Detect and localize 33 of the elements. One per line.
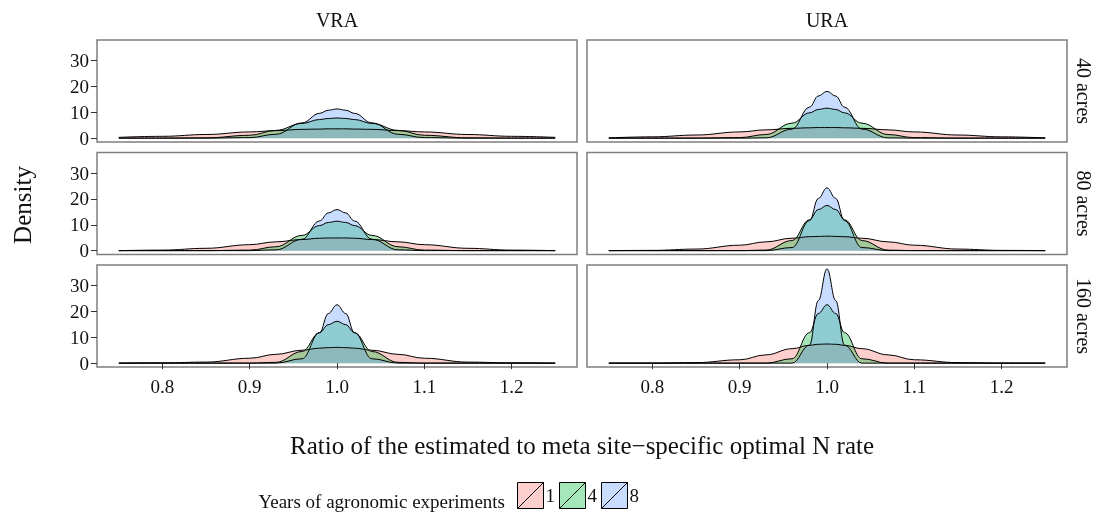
legend-label: 8	[629, 485, 639, 506]
text: 80 acres	[1073, 170, 1095, 237]
y-tick-label: 20	[70, 188, 89, 210]
y-tick-label: 30	[70, 50, 89, 72]
chart-title: VRA	[315, 9, 359, 31]
y-tick-label: 10	[70, 101, 89, 123]
x-tick-label: 1.2	[989, 376, 1014, 397]
chart-title: URA	[805, 9, 849, 31]
x-tick-label: 1.1	[412, 376, 437, 397]
x-tick-label: 1.0	[325, 376, 349, 397]
x-tick-label: 0.8	[640, 376, 665, 397]
x-tick-label: 1.1	[902, 376, 927, 397]
y-tick-label: 20	[70, 300, 89, 322]
y-tick-label: 0	[79, 127, 89, 149]
x-tick-label: 1.0	[815, 376, 839, 397]
y-tick-label: 0	[79, 240, 89, 262]
legend-title: Years of agronomic experiments	[258, 490, 505, 512]
y-tick-label: 0	[79, 352, 89, 374]
x-tick-label: 0.8	[150, 376, 175, 397]
y-tick-label: 10	[70, 326, 89, 348]
text: 40 acres	[1073, 57, 1095, 125]
legend-label: 1	[545, 485, 555, 506]
y-tick-label: 30	[70, 275, 89, 297]
y-tick-label: 10	[70, 214, 89, 236]
x-tick-label: 1.2	[499, 376, 524, 397]
y-tick-label: 30	[70, 162, 89, 184]
x-tick-label: 0.9	[727, 376, 752, 397]
legend-label: 4	[587, 485, 598, 506]
text: 160 acres	[1073, 277, 1095, 355]
y-axis-title: Density	[8, 165, 36, 244]
x-axis-title: Ratio of the estimated to meta site−specific optimal N rate	[289, 431, 875, 459]
y-tick-label: 20	[70, 75, 89, 97]
x-tick-label: 0.9	[237, 376, 262, 397]
